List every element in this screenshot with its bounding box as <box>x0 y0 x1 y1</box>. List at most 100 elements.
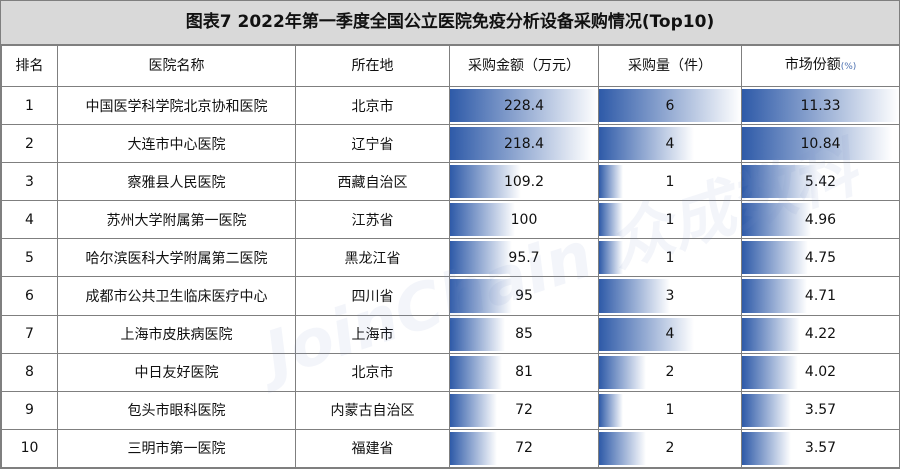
quantity-bar <box>599 393 623 427</box>
hospital-name-cell: 中日友好医院 <box>57 352 296 392</box>
share-bar-track <box>742 241 899 275</box>
quantity-bar-track <box>599 279 741 313</box>
share-bar <box>742 317 801 351</box>
share-label: 3.57 <box>804 440 837 457</box>
amount-label: 95 <box>515 288 533 305</box>
rank-cell: 4 <box>1 200 58 240</box>
quantity-label: 4 <box>665 326 675 343</box>
share-bar-track <box>742 279 899 313</box>
amount-cell: 100 <box>449 200 599 240</box>
rank-cell: 6 <box>1 276 58 316</box>
hospital-name-cell: 察雅县人民医院 <box>57 162 296 202</box>
hospital-name-cell: 中国医学科学院北京协和医院 <box>57 85 296 126</box>
amount-label: 81 <box>515 364 533 381</box>
amount-bar-track <box>450 241 598 275</box>
header-share: 市场份额(%) <box>741 45 900 87</box>
quantity-bar <box>599 203 623 237</box>
quantity-bar <box>599 317 694 351</box>
header-share-label: 市场份额 <box>784 57 841 73</box>
share-bar-track <box>742 393 899 427</box>
share-label: 4.75 <box>804 249 837 266</box>
share-bar-track <box>742 165 899 199</box>
amount-bar-track <box>450 165 598 199</box>
quantity-bar-track <box>599 203 741 237</box>
quantity-label: 6 <box>665 97 675 114</box>
share-bar <box>742 241 808 275</box>
quantity-cell: 1 <box>598 238 742 278</box>
table-row: 3 察雅县人民医院 西藏自治区 109.2 1 5.42 <box>1 162 900 202</box>
header-share-unit: (%) <box>840 62 857 72</box>
location-cell: 福建省 <box>295 428 450 469</box>
share-bar <box>742 127 893 161</box>
quantity-bar <box>599 165 623 199</box>
quantity-label: 1 <box>665 211 675 228</box>
location-cell: 黑龙江省 <box>295 238 450 278</box>
table-row: 1 中国医学科学院北京协和医院 北京市 228.4 6 11.33 <box>1 85 900 126</box>
share-bar-track <box>742 317 899 351</box>
location-cell: 辽宁省 <box>295 124 450 164</box>
amount-bar <box>450 317 506 351</box>
amount-bar <box>450 279 512 313</box>
quantity-label: 2 <box>665 364 675 381</box>
location-cell: 北京市 <box>295 352 450 392</box>
quantity-bar-track <box>599 241 741 275</box>
quantity-cell: 6 <box>598 85 742 126</box>
share-cell: 11.33 <box>741 85 900 126</box>
share-label: 4.71 <box>804 288 837 305</box>
quantity-cell: 1 <box>598 200 742 240</box>
location-cell: 江苏省 <box>295 200 450 240</box>
amount-bar-track <box>450 431 598 465</box>
rank-cell: 8 <box>1 352 58 392</box>
rank-cell: 2 <box>1 124 58 164</box>
quantity-bar <box>599 355 647 389</box>
share-cell: 3.57 <box>741 428 900 469</box>
rank-cell: 7 <box>1 314 58 354</box>
quantity-bar-track <box>599 89 741 123</box>
rank-cell: 1 <box>1 85 58 126</box>
share-bar <box>742 355 798 389</box>
location-cell: 四川省 <box>295 276 450 316</box>
header-row: 排名 医院名称 所在地 采购金额（万元） 采购量（件） 市场份额(%) <box>1 45 900 87</box>
amount-cell: 218.4 <box>449 124 599 164</box>
share-bar <box>742 431 792 465</box>
location-cell: 北京市 <box>295 85 450 126</box>
quantity-bar <box>599 241 623 275</box>
share-bar-track <box>742 431 899 465</box>
amount-bar <box>450 241 512 275</box>
header-rank: 排名 <box>1 45 58 87</box>
amount-bar-track <box>450 89 598 123</box>
share-label: 5.42 <box>804 173 837 190</box>
quantity-label: 1 <box>665 173 675 190</box>
quantity-cell: 3 <box>598 276 742 316</box>
share-label: 4.22 <box>804 326 837 343</box>
amount-bar <box>450 393 497 427</box>
share-cell: 4.96 <box>741 200 900 240</box>
quantity-bar <box>599 127 694 161</box>
hospital-name-cell: 成都市公共卫生临床医疗中心 <box>57 276 296 316</box>
amount-cell: 72 <box>449 428 599 469</box>
table-row: 4 苏州大学附属第一医院 江苏省 100 1 4.96 <box>1 200 900 240</box>
quantity-cell: 2 <box>598 428 742 469</box>
amount-cell: 228.4 <box>449 85 599 126</box>
amount-bar <box>450 165 521 199</box>
amount-bar <box>450 431 497 465</box>
share-cell: 4.71 <box>741 276 900 316</box>
share-label: 11.33 <box>800 97 841 114</box>
table-body: 1 中国医学科学院北京协和医院 北京市 228.4 6 11.33 2 大连市中心医院 辽宁省 2… <box>1 85 900 469</box>
quantity-bar-track <box>599 165 741 199</box>
location-cell: 上海市 <box>295 314 450 354</box>
share-bar-track <box>742 203 899 237</box>
quantity-label: 4 <box>665 135 675 152</box>
quantity-bar-track <box>599 393 741 427</box>
amount-bar <box>450 203 515 237</box>
rank-cell: 10 <box>1 428 58 469</box>
quantity-bar <box>599 279 670 313</box>
hospital-name-cell: 苏州大学附属第一医院 <box>57 200 296 240</box>
quantity-bar-track <box>599 127 741 161</box>
amount-cell: 95.7 <box>449 238 599 278</box>
share-bar <box>742 393 792 427</box>
rank-cell: 9 <box>1 390 58 430</box>
share-label: 10.84 <box>800 135 841 152</box>
amount-label: 218.4 <box>503 135 545 152</box>
